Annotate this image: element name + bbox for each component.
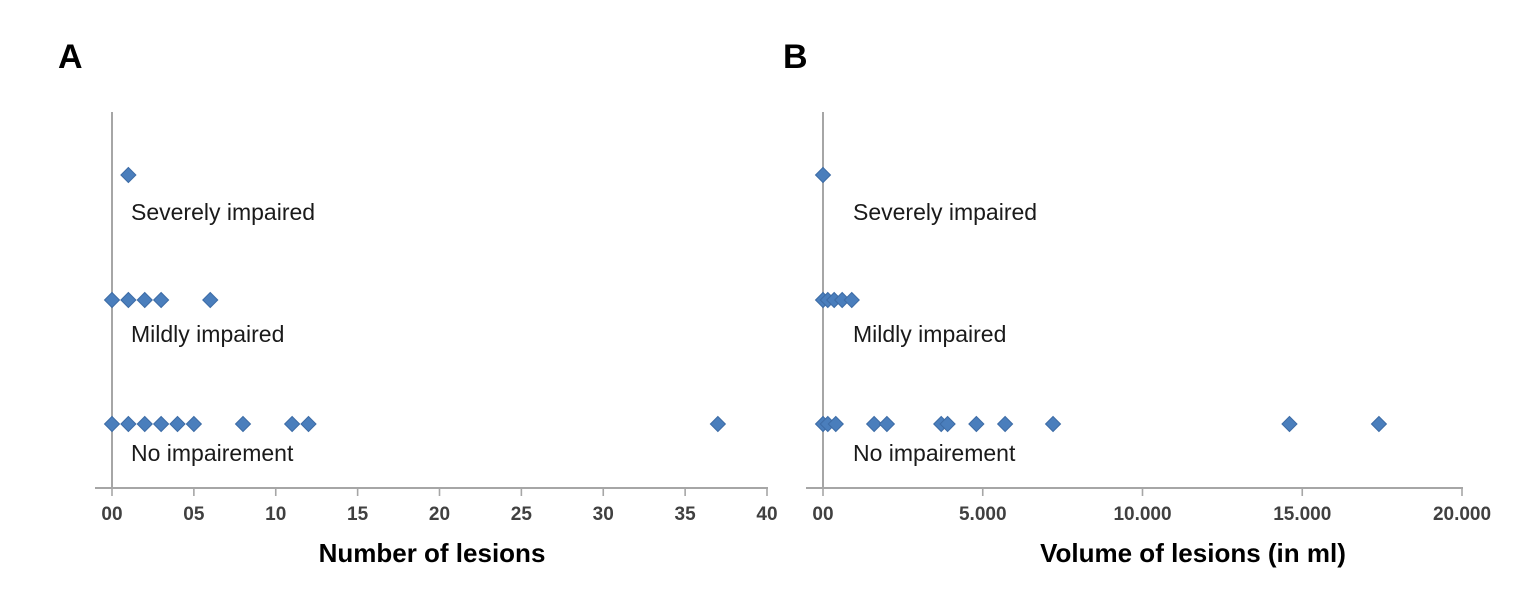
data-point-diamond	[120, 291, 137, 309]
data-point-diamond	[120, 415, 137, 433]
panel-a-label: A	[58, 38, 83, 76]
x-tick-label: 20.000	[1433, 504, 1491, 525]
data-point-diamond	[827, 415, 844, 433]
category-label: Severely impaired	[131, 199, 315, 225]
panel-b-label: B	[783, 38, 808, 76]
x-axis-title-a: Number of lesions	[318, 538, 546, 568]
x-tick-label: 10	[265, 504, 286, 525]
category-label: Severely impaired	[853, 199, 1037, 225]
data-point-diamond	[202, 291, 219, 309]
data-point-diamond	[1281, 415, 1298, 433]
x-axis-title-b: Volume of lesions (in ml)	[1040, 538, 1346, 568]
x-tick-label: 00	[101, 504, 122, 525]
x-tick-label: 10.000	[1113, 504, 1171, 525]
data-point-diamond	[300, 415, 317, 433]
data-point-diamond	[865, 415, 883, 433]
data-point-diamond	[103, 415, 121, 433]
category-label: Mildly impaired	[131, 321, 284, 347]
category-label: Mildly impaired	[853, 321, 1006, 347]
category-label: No impairement	[853, 440, 1016, 466]
data-point-diamond	[234, 415, 252, 433]
x-tick-label: 35	[675, 504, 697, 525]
data-point-diamond	[136, 291, 153, 309]
x-tick-label: 40	[756, 504, 777, 525]
data-point-diamond	[152, 415, 170, 433]
x-tick-label: 05	[183, 504, 205, 525]
data-point-diamond	[814, 166, 832, 184]
data-point-diamond	[1370, 415, 1388, 433]
data-point-diamond	[136, 415, 153, 433]
data-point-diamond	[185, 415, 203, 433]
data-point-diamond	[968, 415, 985, 433]
category-label: No impairement	[131, 440, 294, 466]
data-point-diamond	[120, 166, 137, 184]
data-point-diamond	[709, 415, 727, 433]
x-tick-label: 25	[511, 504, 533, 525]
x-tick-label: 15	[347, 504, 369, 525]
data-point-diamond	[843, 291, 860, 309]
data-point-diamond	[939, 415, 956, 433]
data-point-diamond	[103, 291, 121, 309]
data-point-diamond	[878, 415, 896, 433]
data-point-diamond	[283, 415, 301, 433]
x-tick-label: 20	[429, 504, 450, 525]
x-tick-label: 5.000	[959, 504, 1007, 525]
data-point-diamond	[169, 415, 186, 433]
data-point-diamond	[152, 291, 170, 309]
x-tick-label: 15.000	[1273, 504, 1331, 525]
data-point-diamond	[996, 415, 1014, 433]
x-tick-label: 30	[593, 504, 614, 525]
data-point-diamond	[1044, 415, 1062, 433]
x-tick-label: 00	[812, 504, 833, 525]
